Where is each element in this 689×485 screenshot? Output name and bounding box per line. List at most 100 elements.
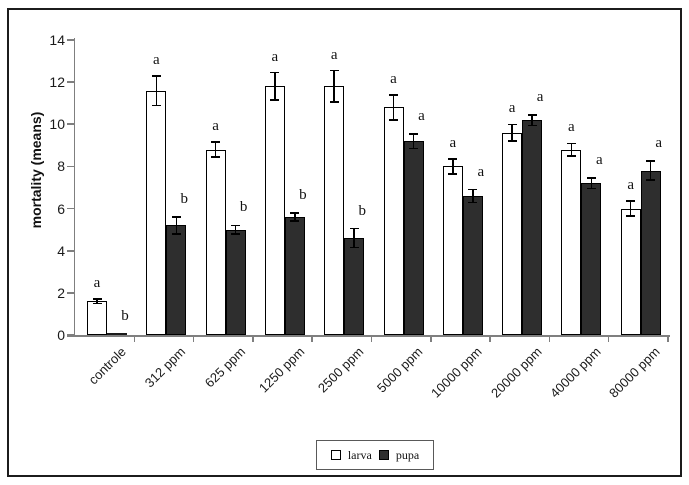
x-tick [430, 335, 432, 342]
y-tick [67, 165, 75, 168]
error-bar-cap [270, 71, 280, 74]
error-bar-cap [389, 119, 398, 121]
x-axis-label: 20000 ppm [487, 344, 545, 401]
error-bar-cap [329, 101, 339, 103]
error-bar [333, 70, 335, 103]
x-axis-label: 10000 ppm [428, 344, 486, 401]
error-bar [452, 159, 454, 174]
error-bar [629, 201, 632, 216]
bar-larva [146, 90, 167, 335]
x-axis-line [67, 335, 670, 337]
bar-larva [87, 301, 107, 335]
error-bar-cap [527, 114, 537, 116]
sig-letter: a [477, 163, 485, 180]
error-bar-cap [468, 201, 478, 203]
sig-letter: a [271, 48, 279, 65]
error-bar-cap [92, 298, 102, 300]
y-tick-label: 6 [57, 200, 65, 217]
bar-pupa [107, 333, 127, 335]
sig-letter: a [627, 177, 635, 194]
error-bar-cap [92, 302, 102, 305]
error-bar-cap [409, 147, 418, 150]
y-tick [67, 334, 75, 336]
y-axis-line [73, 38, 76, 337]
sig-letter: a [330, 46, 338, 63]
error-bar [353, 228, 355, 248]
sig-letter: a [449, 135, 457, 152]
error-bar-cap [151, 75, 161, 77]
sig-letter: a [655, 135, 663, 152]
error-bar-cap [231, 224, 241, 227]
bar-larva [561, 149, 582, 335]
error-bar [472, 189, 474, 203]
y-tick-label: 2 [57, 284, 65, 301]
y-tick-label: 0 [57, 327, 65, 343]
sig-letter: a [390, 70, 397, 87]
bar-larva [324, 86, 345, 335]
bar-larva [264, 86, 285, 335]
error-bar-cap [468, 188, 478, 191]
error-bar-cap [507, 123, 517, 126]
sig-letter: a [93, 275, 101, 292]
sig-letter: a [568, 119, 575, 136]
bar-larva [620, 208, 641, 335]
y-tick [67, 39, 75, 41]
error-bar [590, 178, 593, 189]
sig-letter: a [212, 118, 219, 135]
sig-letter: a [508, 100, 516, 117]
error-bar [294, 212, 296, 222]
error-bar [392, 94, 395, 121]
error-bar-cap [527, 124, 537, 127]
y-tick-label: 8 [57, 158, 65, 175]
y-tick [67, 81, 75, 83]
x-axis-label: 312 ppm [142, 344, 189, 391]
sig-letter: b [299, 186, 307, 203]
bar-pupa [225, 229, 246, 335]
x-tick [607, 335, 610, 342]
error-bar [412, 133, 415, 149]
bar-pupa [581, 183, 602, 335]
bar-pupa [640, 170, 661, 335]
legend-swatch-larva [330, 450, 341, 460]
error-bar [511, 124, 513, 142]
error-bar-cap [448, 158, 458, 160]
error-bar-cap [290, 220, 300, 222]
legend-label-larva: larva [347, 447, 372, 462]
y-tick-label: 14 [49, 32, 65, 48]
error-bar [649, 161, 652, 181]
error-bar-cap [507, 140, 517, 142]
error-bar [274, 72, 276, 101]
x-axis-label: controle [85, 344, 130, 388]
sig-letter: a [596, 152, 603, 169]
error-bar-cap [151, 104, 161, 107]
bar-larva [502, 132, 523, 335]
x-axis-label: 40000 ppm [547, 344, 604, 401]
error-bar [234, 225, 237, 234]
x-axis-label: 5000 ppm [374, 344, 426, 396]
x-tick [667, 335, 669, 342]
error-bar-cap [626, 215, 636, 217]
x-axis-label: 80000 ppm [606, 344, 663, 401]
error-bar [570, 143, 573, 156]
sig-letter: b [121, 307, 129, 324]
error-bar-cap [409, 133, 418, 135]
x-axis-label: 2500 ppm [314, 344, 367, 396]
error-bar-cap [626, 200, 636, 202]
bar-pupa [344, 238, 365, 335]
error-bar-cap [586, 177, 596, 179]
legend-label-pupa: pupa [395, 447, 420, 462]
x-tick [311, 335, 313, 342]
x-tick [192, 335, 195, 342]
x-tick [489, 335, 491, 342]
error-bar-cap [171, 216, 181, 218]
y-tick-label: 4 [57, 242, 65, 259]
error-bar-cap [349, 246, 359, 249]
error-bar-cap [349, 227, 359, 230]
y-tick-label: 12 [49, 74, 65, 91]
error-bar-cap [566, 155, 576, 157]
error-bar-cap [171, 233, 181, 235]
error-bar-cap [329, 69, 339, 72]
error-bar-cap [231, 233, 241, 235]
error-bar [531, 114, 533, 126]
